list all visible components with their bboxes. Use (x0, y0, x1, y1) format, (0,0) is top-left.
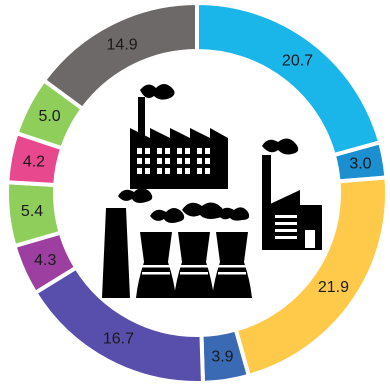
factory-pollution-icon (102, 84, 322, 298)
slice-label-6: 5.4 (21, 203, 43, 220)
slice-label-2: 21.9 (318, 279, 349, 296)
slice-label-4: 16.7 (103, 331, 134, 348)
slice-label-9: 14.9 (107, 36, 138, 53)
slice-label-3: 3.9 (211, 349, 233, 366)
slice-label-5: 4.3 (34, 252, 56, 269)
donut-slice-0 (195, 0, 383, 158)
donut-slices (5, 0, 389, 385)
slice-label-8: 5.0 (38, 108, 60, 125)
slice-label-1: 3.0 (349, 155, 371, 172)
slice-label-0: 20.7 (282, 52, 313, 69)
donut-slice-9 (41, 0, 199, 112)
donut-labels: 20.7 3.0 21.9 3.9 16.7 4.3 5.4 4.2 5.0 14.9 (21, 36, 372, 365)
slice-label-7: 4.2 (23, 153, 45, 170)
